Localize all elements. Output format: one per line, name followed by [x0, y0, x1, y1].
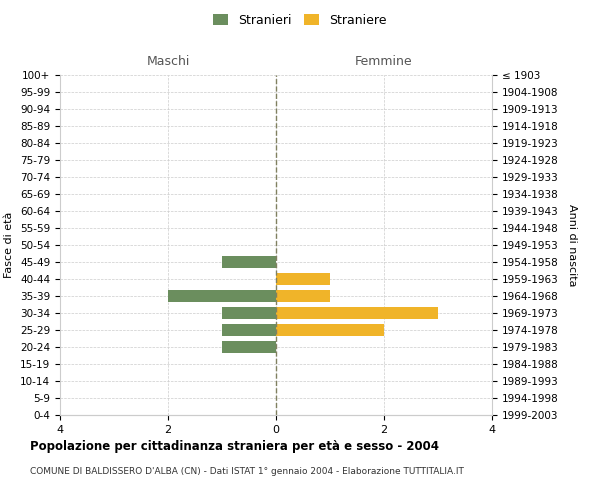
Bar	[276, 274, 330, 284]
Bar	[222, 256, 276, 268]
Text: Maschi: Maschi	[146, 55, 190, 68]
Text: COMUNE DI BALDISSERO D'ALBA (CN) - Dati ISTAT 1° gennaio 2004 - Elaborazione TUT: COMUNE DI BALDISSERO D'ALBA (CN) - Dati …	[30, 468, 464, 476]
Text: Femmine: Femmine	[355, 55, 413, 68]
Bar	[276, 308, 438, 318]
Y-axis label: Fasce di età: Fasce di età	[4, 212, 14, 278]
Bar	[276, 290, 330, 302]
Bar	[222, 324, 276, 336]
Bar	[276, 324, 384, 336]
Bar	[222, 308, 276, 318]
Bar	[168, 290, 276, 302]
Legend: Stranieri, Straniere: Stranieri, Straniere	[208, 8, 392, 32]
Text: Popolazione per cittadinanza straniera per età e sesso - 2004: Popolazione per cittadinanza straniera p…	[30, 440, 439, 453]
Bar	[222, 342, 276, 352]
Y-axis label: Anni di nascita: Anni di nascita	[567, 204, 577, 286]
